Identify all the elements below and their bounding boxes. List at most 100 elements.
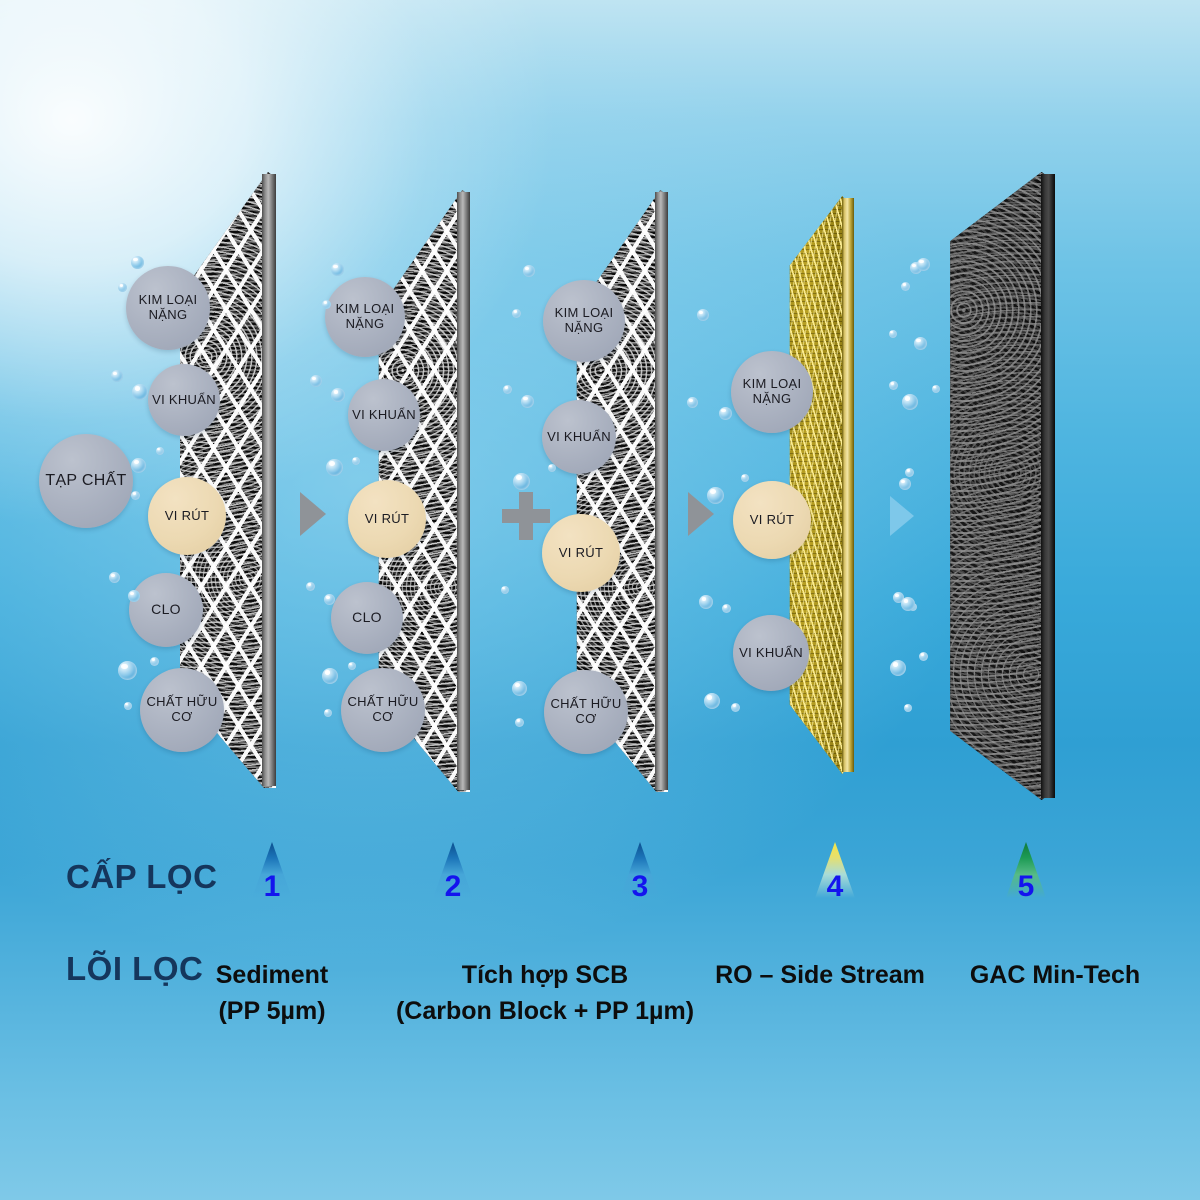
bubble-label: CLO bbox=[151, 601, 181, 618]
water-droplet-icon bbox=[741, 474, 749, 482]
water-droplet-icon bbox=[889, 381, 898, 390]
water-droplet-icon bbox=[324, 709, 332, 717]
water-droplet-icon bbox=[326, 459, 343, 476]
water-droplet-icon bbox=[904, 704, 912, 712]
triangle-right-icon bbox=[300, 492, 326, 536]
water-droplet-icon bbox=[704, 693, 720, 709]
water-droplet-icon bbox=[905, 468, 914, 477]
water-droplet-icon bbox=[322, 300, 331, 309]
water-droplet-icon bbox=[128, 590, 140, 602]
contaminant-bubble: TẠP CHẤT bbox=[39, 434, 133, 528]
water-droplet-icon bbox=[331, 263, 344, 276]
water-droplet-icon bbox=[731, 703, 740, 712]
contaminant-bubble: VI KHUẨN bbox=[733, 615, 809, 691]
water-droplet-icon bbox=[893, 592, 904, 603]
contaminant-bubble: VI KHUẨN bbox=[542, 400, 616, 474]
water-droplet-icon bbox=[310, 375, 322, 387]
bubble-label: CHẤT HỮU CƠ bbox=[347, 694, 419, 724]
water-droplet-icon bbox=[914, 337, 927, 350]
contaminant-bubble: KIM LOẠI NẶNG bbox=[325, 277, 405, 357]
water-droplet-icon bbox=[156, 447, 164, 455]
bubble-label: TẠP CHẤT bbox=[45, 472, 127, 490]
stage-marker-number: 3 bbox=[631, 870, 649, 903]
stage-marker-1[interactable]: 1 bbox=[252, 842, 292, 903]
water-droplet-icon bbox=[503, 385, 512, 394]
water-droplet-icon bbox=[521, 395, 534, 408]
contaminant-bubble: VI KHUẨN bbox=[148, 364, 220, 436]
bubble-label: CLO bbox=[352, 609, 382, 626]
water-droplet-icon bbox=[919, 652, 928, 661]
core-name: Tích hợp SCB bbox=[461, 961, 629, 989]
stage-row-label: CẤP LỌC bbox=[66, 858, 218, 895]
contaminant-bubble: VI KHUẨN bbox=[348, 379, 420, 451]
water-droplet-icon bbox=[118, 661, 137, 680]
water-droplet-icon bbox=[124, 702, 132, 710]
water-droplet-icon bbox=[722, 604, 731, 613]
contaminant-bubble: KIM LOẠI NẶNG bbox=[543, 280, 625, 362]
water-droplet-icon bbox=[707, 487, 724, 504]
stage-marker-number: 4 bbox=[826, 870, 844, 903]
water-droplet-icon bbox=[917, 258, 930, 271]
stage-marker-5[interactable]: 5 bbox=[1006, 842, 1046, 903]
water-droplet-icon bbox=[352, 457, 360, 465]
bubble-label: VI RÚT bbox=[749, 511, 795, 527]
water-droplet-icon bbox=[324, 594, 335, 605]
filter-slab-edge-stage-1 bbox=[262, 174, 276, 786]
core-spec: (PP 5µm) bbox=[218, 996, 326, 1025]
water-droplet-icon bbox=[348, 662, 356, 670]
core-label-stage-5: GAC Min-Tech bbox=[950, 958, 1160, 994]
stage-marker-4[interactable]: 4 bbox=[815, 842, 855, 903]
core-label-stage-2: Tích hợp SCB (Carbon Block + PP 1µm) bbox=[390, 958, 700, 1029]
core-row-label: LÕI LỌC bbox=[66, 950, 204, 987]
filter-slab-edge-stage-4 bbox=[842, 198, 854, 772]
water-droplet-icon bbox=[889, 330, 897, 338]
contaminant-bubble: CHẤT HỮU CƠ bbox=[140, 668, 224, 752]
contaminant-bubble: CHẤT HỮU CƠ bbox=[544, 670, 628, 754]
water-droplet-icon bbox=[523, 265, 535, 277]
stage-marker-number: 1 bbox=[263, 870, 281, 903]
bubble-label: CHẤT HỮU CƠ bbox=[146, 694, 218, 724]
water-droplet-icon bbox=[548, 464, 556, 472]
water-droplet-icon bbox=[501, 586, 509, 594]
water-droplet-icon bbox=[932, 385, 940, 393]
plus-bar-vertical bbox=[519, 492, 533, 540]
core-spec: (Carbon Block + PP 1µm) bbox=[395, 996, 695, 1025]
plus-icon bbox=[502, 492, 550, 540]
contaminant-bubble: CLO bbox=[129, 573, 203, 647]
filter-slab-edge-stage-2 bbox=[457, 192, 470, 790]
water-droplet-icon bbox=[109, 572, 120, 583]
water-droplet-icon bbox=[719, 407, 732, 420]
water-droplet-icon bbox=[111, 370, 123, 382]
contaminant-bubble: VI RÚT bbox=[148, 477, 226, 555]
water-droplet-icon bbox=[697, 309, 709, 321]
filter-slab-edge-stage-3 bbox=[655, 192, 668, 790]
water-droplet-icon bbox=[515, 718, 524, 727]
contaminant-bubble: VI RÚT bbox=[348, 480, 426, 558]
water-droplet-icon bbox=[901, 597, 915, 611]
stage-marker-2[interactable]: 2 bbox=[433, 842, 473, 903]
contaminant-bubble: CHẤT HỮU CƠ bbox=[341, 668, 425, 752]
stage-marker-number: 5 bbox=[1017, 870, 1035, 903]
ro-membrane-texture bbox=[789, 196, 850, 774]
granular-carbon-texture bbox=[950, 172, 1050, 800]
filter-slab-stage-5 bbox=[950, 172, 1050, 800]
contaminant-bubble: VI RÚT bbox=[733, 481, 811, 559]
core-label-stage-1: Sediment (PP 5µm) bbox=[152, 958, 392, 1029]
water-droplet-icon bbox=[901, 282, 910, 291]
bubble-label: KIM LOẠI NẶNG bbox=[138, 292, 198, 322]
contaminant-bubble: KIM LOẠI NẶNG bbox=[126, 266, 210, 350]
contaminant-bubble: KIM LOẠI NẶNG bbox=[731, 351, 813, 433]
water-droplet-icon bbox=[131, 256, 144, 269]
stage-marker-3[interactable]: 3 bbox=[620, 842, 660, 903]
water-droplet-icon bbox=[890, 660, 906, 676]
water-droplet-icon bbox=[132, 384, 148, 400]
core-label-stage-4: RO – Side Stream bbox=[700, 958, 940, 994]
water-droplet-icon bbox=[118, 283, 127, 292]
water-droplet-icon bbox=[687, 397, 698, 408]
bubble-label: CHẤT HỮU CƠ bbox=[550, 696, 622, 726]
contaminant-bubble: CLO bbox=[331, 582, 403, 654]
core-name: Sediment bbox=[215, 961, 329, 989]
water-droplet-icon bbox=[331, 388, 345, 402]
filter-slab-edge-stage-5 bbox=[1041, 174, 1055, 798]
